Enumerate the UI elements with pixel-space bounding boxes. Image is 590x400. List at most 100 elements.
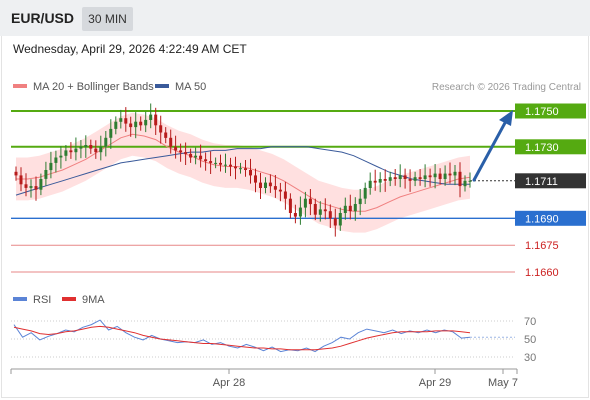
- rsi-legend-label: RSI: [33, 294, 51, 306]
- candle: [244, 160, 247, 177]
- candle-body: [438, 173, 442, 179]
- candle: [463, 175, 467, 192]
- candle: [278, 182, 282, 202]
- candle-body: [413, 177, 417, 181]
- candle-body: [29, 186, 33, 188]
- rsi-legend: RSI 9MA: [13, 294, 105, 306]
- rsi-panel: 70 50 30: [11, 316, 536, 364]
- candle: [179, 143, 183, 162]
- rsi-tick-label: 70: [524, 316, 536, 328]
- candle: [308, 189, 312, 216]
- candle-body: [453, 171, 457, 176]
- candle-body: [448, 173, 452, 176]
- candle: [204, 152, 208, 171]
- level-label: 1.1730: [525, 142, 559, 154]
- candle-body: [129, 123, 133, 128]
- candle-body: [278, 189, 282, 192]
- ma50-legend-swatch: [155, 84, 169, 88]
- forecast-arrow: [472, 110, 513, 182]
- rsi-tick-label: 30: [524, 352, 536, 364]
- candle: [259, 172, 262, 199]
- candle: [24, 173, 28, 197]
- credit-text: Research © 2026 Trading Central: [432, 82, 581, 93]
- candle: [433, 164, 437, 189]
- candle-body: [44, 170, 48, 179]
- candle-body: [308, 198, 312, 205]
- candle-body: [363, 187, 367, 199]
- symbol-title: EUR/USD: [11, 10, 75, 26]
- candle: [39, 173, 43, 196]
- candle: [74, 137, 78, 161]
- candle-body: [94, 148, 98, 153]
- candle-body: [254, 175, 257, 183]
- candle: [184, 142, 188, 165]
- candle: [443, 165, 447, 186]
- timestamp: Wednesday, April 29, 2026 4:22:49 AM CET: [13, 42, 247, 56]
- candle-body: [49, 162, 53, 171]
- candle-body: [373, 180, 377, 183]
- candle: [104, 131, 108, 157]
- candle: [468, 172, 472, 188]
- candle-body: [383, 179, 387, 181]
- candle-body: [109, 128, 113, 138]
- level-label: 1.1660: [525, 267, 559, 279]
- rsi-ma-legend-label: 9MA: [82, 294, 105, 306]
- candle: [79, 140, 83, 159]
- candle-body: [418, 177, 422, 179]
- candle: [124, 107, 128, 132]
- candle: [34, 176, 38, 201]
- candle: [234, 156, 237, 180]
- candle-body: [144, 119, 148, 126]
- candle: [69, 142, 73, 159]
- candle-body: [348, 205, 352, 212]
- level-label: 1.1750: [525, 106, 559, 118]
- candle: [283, 181, 287, 210]
- candle: [423, 164, 427, 188]
- candle: [448, 162, 452, 184]
- candle-body: [229, 164, 232, 167]
- ma50-line: [15, 146, 470, 196]
- candle-body: [403, 175, 407, 179]
- candle-body: [288, 198, 292, 213]
- candle: [49, 151, 53, 179]
- candle: [338, 207, 342, 231]
- candle: [378, 172, 382, 193]
- candle: [438, 168, 442, 185]
- candle: [64, 145, 68, 162]
- level-box-1.1730: [515, 139, 586, 155]
- candle: [199, 144, 203, 168]
- candle: [214, 157, 218, 169]
- rsi-ma-line: [13, 325, 471, 351]
- candle-body: [353, 204, 357, 212]
- candle-body: [114, 121, 118, 129]
- candle: [328, 204, 332, 228]
- candle-body: [169, 137, 173, 147]
- candle-body: [234, 166, 237, 169]
- candle: [249, 158, 252, 184]
- candle: [94, 140, 98, 159]
- candle: [139, 116, 143, 131]
- candle-body: [463, 180, 467, 187]
- candle-body: [214, 162, 218, 164]
- candle-body: [259, 182, 262, 188]
- candle-body: [59, 155, 63, 158]
- time-axis-label: Apr 28: [213, 377, 245, 389]
- candle-body: [303, 198, 307, 208]
- candle-body: [458, 171, 462, 187]
- level-box-1.1750: [515, 103, 586, 119]
- candle: [19, 167, 23, 192]
- level-box-1.1690: [515, 210, 586, 226]
- candle: [254, 168, 257, 193]
- candle-body: [408, 179, 412, 181]
- candle: [84, 135, 88, 158]
- candle-body: [328, 211, 332, 219]
- candle-body: [184, 152, 188, 154]
- candle: [303, 191, 307, 218]
- candle: [458, 162, 462, 198]
- candle: [54, 150, 58, 173]
- candle-body: [398, 175, 402, 179]
- candle: [358, 189, 362, 216]
- timeframe-badge[interactable]: 30 MIN: [82, 7, 133, 31]
- ma50-legend-label: MA 50: [175, 81, 206, 93]
- candle-body: [204, 159, 208, 162]
